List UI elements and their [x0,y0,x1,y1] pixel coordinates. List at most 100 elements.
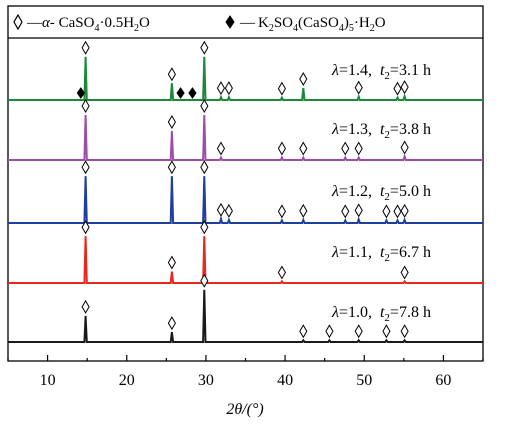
hollow-diamond-marker [277,265,286,280]
hollow-diamond-marker [81,160,90,175]
series-label-part: λ [331,62,339,79]
hollow-diamond-marker [354,203,363,218]
hollow-diamond-marker [354,80,363,95]
legend-filled-diamond-icon [225,15,235,29]
hollow-diamond-marker [393,81,402,96]
hollow-diamond-marker [400,203,409,218]
series-label-part: =6.7 h [390,244,431,261]
hollow-diamond-marker [400,80,409,95]
xrd-pattern-line [8,114,483,161]
hollow-diamond-marker [200,40,209,55]
series-label-part: =3.1 h [390,62,431,79]
hollow-diamond-marker [382,204,391,219]
series-label-part: λ [331,121,339,138]
series-label-part: 2 [384,191,390,203]
series-label-part: λ [331,183,339,200]
series-label-part: =1.3, [339,121,372,138]
hollow-diamond-marker [400,324,409,339]
hollow-diamond-marker [393,204,402,219]
series-label: λ=1.0, t2=7.8 h [331,304,431,324]
hollow-diamond-marker [299,324,308,339]
series-label-part: t [380,62,385,79]
series-label-part: 2 [384,252,390,264]
hollow-diamond-marker [200,273,209,288]
series-label-part: λ [331,304,339,321]
hollow-diamond-marker [400,140,409,155]
hollow-diamond-marker [382,324,391,339]
series-2: λ=1.3, t2=3.8 h [8,99,483,161]
hollow-diamond-marker [224,81,233,96]
series-1: λ=1.4, t2=3.1 h [8,40,483,101]
xrd-pattern-line [8,56,483,101]
hollow-diamond-marker [216,81,226,96]
hollow-diamond-marker [354,324,363,339]
hollow-diamond-marker [167,255,176,270]
series-label-part: =1.4, [339,62,372,79]
series-label-part: t [380,304,385,321]
series-label-part: =3.8 h [390,121,431,138]
x-tick-label: 10 [40,372,56,389]
hollow-diamond-marker [167,316,176,331]
hollow-diamond-marker [354,141,363,156]
series-label-part: λ [331,244,339,261]
x-axis: 10 20 30 40 50 60 [7,355,484,389]
hollow-diamond-marker [216,202,226,217]
xrd-pattern-line [8,289,483,343]
x-tick-label: 30 [198,372,214,389]
hollow-diamond-marker [299,141,308,156]
series-label: λ=1.4, t2=3.1 h [331,62,431,82]
series-layer: λ=1.4, t2=3.1 hλ=1.3, t2=3.8 hλ=1.2, t2=5.0… [8,40,483,343]
series-label-part: t [380,121,385,138]
series-label-part: =1.1, [339,244,372,261]
series-label-part: =5.0 h [390,183,431,200]
series-label-part: 2 [384,70,390,82]
hollow-diamond-marker [81,99,90,113]
hollow-diamond-marker [81,299,90,314]
series-label-part: t [380,183,385,200]
legend-entry-alpha-hemihydrate: —α- CaSO4·0.5H2O [13,13,150,34]
hollow-diamond-marker [325,324,334,339]
legend-hollow-diamond-icon [13,13,23,31]
x-tick-label: 20 [119,372,135,389]
hollow-diamond-marker [277,204,286,219]
legend: —α- CaSO4·0.5H2O — K2SO4(CaSO4)5·H2O [13,13,386,34]
series-label: λ=1.1, t2=6.7 h [331,244,431,264]
xrd-pattern-line [8,176,483,224]
series-5: λ=1.0, t2=7.8 h [8,273,483,343]
series-label-part: =7.8 h [390,304,431,321]
legend-label-1: —α- CaSO4·0.5H2O [26,15,150,34]
filled-diamond-marker [76,87,85,99]
series-label: λ=1.2, t2=5.0 h [331,183,431,203]
legend-label-2: — K2SO4(CaSO4)5·H2O [239,15,386,34]
hollow-diamond-marker [200,99,209,113]
hollow-diamond-marker [224,203,233,218]
hollow-diamond-marker [216,141,226,156]
hollow-diamond-marker [167,115,176,129]
x-tick-label: 50 [356,372,372,389]
series-label: λ=1.3, t2=3.8 h [331,121,431,141]
filled-diamond-marker [188,87,197,99]
series-label-part: t [380,244,385,261]
series-4: λ=1.1, t2=6.7 h [8,220,483,284]
series-3: λ=1.2, t2=5.0 h [8,160,483,224]
hollow-diamond-marker [341,141,350,156]
hollow-diamond-marker [81,220,90,235]
x-tick-label: 60 [435,372,451,389]
hollow-diamond-marker [200,160,209,175]
x-axis-label: 2θ/(°) [226,401,263,418]
hollow-diamond-marker [167,160,176,175]
series-label-part: 2 [384,129,390,141]
hollow-diamond-marker [277,141,286,156]
hollow-diamond-marker [167,67,176,82]
hollow-diamond-marker [81,40,90,55]
x-tick-label: 40 [277,372,293,389]
series-label-part: 2 [384,312,390,324]
series-label-part: =1.0, [339,304,372,321]
xrd-pattern-line [8,236,483,284]
hollow-diamond-marker [299,72,308,86]
hollow-diamond-marker [277,81,286,96]
hollow-diamond-marker [341,204,350,219]
filled-diamond-marker [176,87,185,99]
series-label-part: =1.2, [339,183,372,200]
